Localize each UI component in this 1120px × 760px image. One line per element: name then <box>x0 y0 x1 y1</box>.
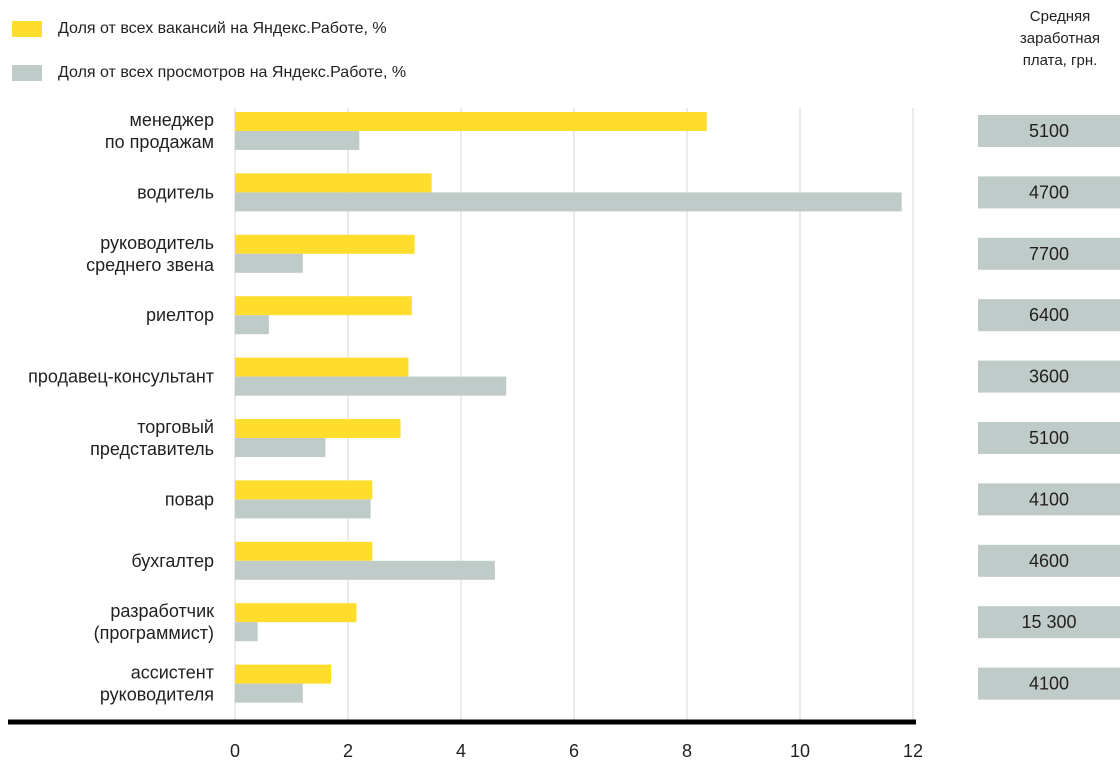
bar-vacancies <box>235 541 373 561</box>
category-label: руководитель среднего звена <box>86 233 215 275</box>
category-label: торговый представитель <box>90 417 214 459</box>
salary-value: 4100 <box>1029 489 1069 509</box>
salary-box <box>978 422 1120 454</box>
bar-views <box>235 499 371 519</box>
bar-views <box>235 622 258 642</box>
salary-value: 7700 <box>1029 244 1069 264</box>
salary-value: 5100 <box>1029 121 1069 141</box>
salary-value: 15 300 <box>1021 612 1076 632</box>
bar-vacancies <box>235 480 373 500</box>
salary-box <box>978 667 1120 700</box>
bar-vacancies <box>235 664 332 684</box>
salary-value: 3600 <box>1029 367 1069 387</box>
bar-vacancies <box>235 234 415 254</box>
salary-box <box>978 176 1120 209</box>
salary-value: 4700 <box>1029 182 1069 202</box>
category-label: менеджер по продажам <box>105 110 214 152</box>
salary-box <box>978 606 1120 639</box>
salary-value: 4600 <box>1029 551 1069 571</box>
category-label: водитель <box>137 182 214 202</box>
category-label: повар <box>165 489 214 509</box>
salary-box <box>978 360 1120 393</box>
category-label: разработчик (программист) <box>94 601 215 643</box>
salary-value: 5100 <box>1029 428 1069 448</box>
x-tick-label: 4 <box>456 741 466 760</box>
salary-title-line: Средняя <box>1029 8 1091 25</box>
salary-value: 6400 <box>1029 305 1069 325</box>
bar-views <box>235 560 495 580</box>
bar-vacancies <box>235 112 707 131</box>
bar-vacancies <box>235 357 409 377</box>
category-label: риелтор <box>146 305 214 325</box>
salary-box <box>978 544 1120 577</box>
bar-views <box>235 253 303 273</box>
bar-vacancies <box>235 603 357 623</box>
bar-vacancies <box>235 296 412 316</box>
x-tick-label: 10 <box>790 741 810 760</box>
salary-column-title: Средняя заработная плата, грн. <box>1000 6 1120 72</box>
legend-label-views: Доля от всех просмотров на Яндекс.Работе… <box>58 64 407 81</box>
bar-views <box>235 131 360 150</box>
bar-views <box>235 376 507 396</box>
salary-title-line: плата, грн. <box>1022 52 1098 69</box>
category-label: ассистент руководителя <box>100 663 214 705</box>
bar-views <box>235 438 326 457</box>
salary-box <box>978 237 1120 270</box>
salary-box <box>978 299 1120 332</box>
category-label: бухгалтер <box>131 551 214 571</box>
salary-box <box>978 115 1120 147</box>
x-tick-label: 2 <box>343 741 353 760</box>
salary-value: 4100 <box>1029 674 1069 694</box>
x-tick-label: 8 <box>682 741 692 760</box>
bar-views <box>235 315 269 335</box>
bar-vacancies <box>235 419 401 438</box>
category-label: продавец-консультант <box>28 367 214 387</box>
legend-label-vacancies: Доля от всех вакансий на Яндекс.Работе, … <box>58 20 387 37</box>
bar-vacancies <box>235 173 432 193</box>
x-tick-label: 6 <box>569 741 579 760</box>
bar-views <box>235 192 902 212</box>
salary-title-line: заработная <box>1019 30 1101 47</box>
salary-box <box>978 483 1120 516</box>
legend-item-vacancies: Доля от всех вакансий на Яндекс.Работе, … <box>12 14 406 44</box>
legend-item-views: Доля от всех просмотров на Яндекс.Работе… <box>12 58 406 88</box>
x-tick-label: 12 <box>903 741 923 760</box>
bar-views <box>235 683 303 703</box>
legend: Доля от всех вакансий на Яндекс.Работе, … <box>12 14 406 88</box>
x-tick-label: 0 <box>230 741 240 760</box>
legend-swatch-views <box>12 65 42 81</box>
legend-swatch-vacancies <box>12 21 42 37</box>
